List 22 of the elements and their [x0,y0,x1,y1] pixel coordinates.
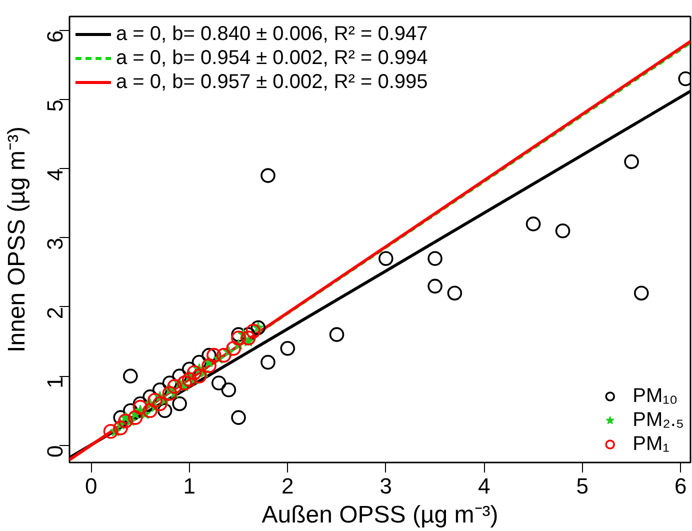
y-tick-label: 3 [42,238,68,250]
x-tick-label: 0 [85,474,98,498]
y-tick-label: 2 [42,306,68,320]
x-tick-label: 1 [183,474,196,498]
y-tick-label: 0 [42,445,68,458]
y-axis-title: Innen OPSS (µg m⁻³) [4,126,30,352]
legend-label: a = 0, b= 0.840 ± 0.006, R² = 0.947 [116,22,428,46]
y-tick-label: 5 [42,99,68,112]
x-tick-label: 6 [674,474,687,498]
legend-label: a = 0, b= 0.954 ± 0.002, R² = 0.994 [116,46,428,70]
legend-label: a = 0, b= 0.957 ± 0.002, R² = 0.995 [116,70,428,94]
y-tick-label: 1 [42,376,68,388]
legend-label: PM₂.₅ [632,408,684,432]
legend-label: PM₁ [632,432,670,456]
x-tick-label: 4 [478,474,490,498]
legend-label: PM₁₀ [632,384,678,408]
x-tick-label: 2 [282,474,294,498]
x-tick-label: 5 [576,474,589,498]
x-axis-title: Außen OPSS (µg m⁻³) [262,502,498,528]
x-tick-label: 3 [380,474,392,498]
y-tick-label: 6 [42,30,68,43]
y-tick-label: 4 [42,168,68,181]
